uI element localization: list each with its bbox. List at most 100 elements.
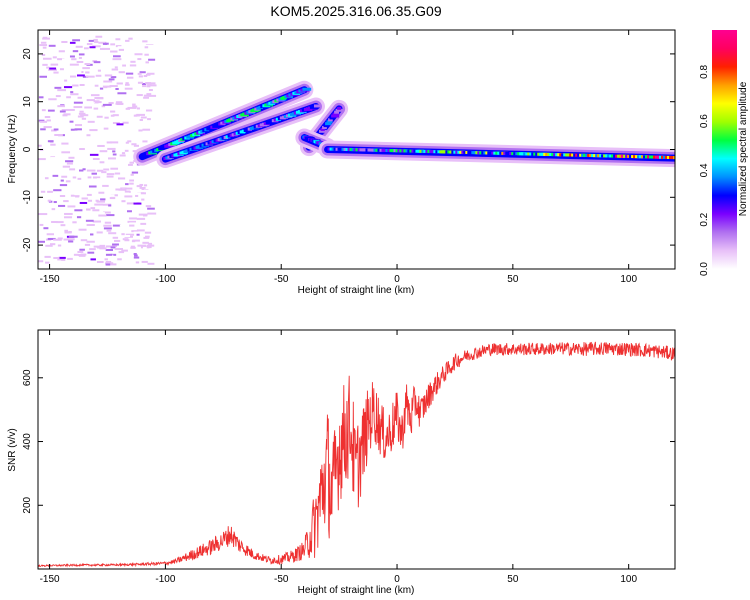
noise-cell [51,129,57,132]
track-cell [325,122,332,126]
noise-cell [90,94,100,97]
colorbar-tick-label: 0.2 [699,212,710,226]
noise-cell [137,244,147,247]
noise-cell [48,98,57,101]
noise-cell [126,210,132,213]
noise-cell [107,194,115,197]
noise-cell [77,115,84,118]
noise-cell [125,183,129,186]
colorbar-ticks: 0.0 0.2 0.4 0.6 0.8 [699,64,710,275]
noise-cell [99,161,105,164]
noise-cell [66,108,75,111]
noise-cell [121,152,126,155]
noise-cell [94,101,102,104]
x-tick-label: -150 [40,274,60,285]
noise-cell [53,73,62,76]
noise-cell [133,202,142,205]
noise-cell [73,101,83,104]
snr-panel: -150 -100 -50 0 50 100 200 400 600 Height of st… [7,329,676,596]
x-tick-label: 100 [620,274,637,285]
noise-cell [45,244,53,247]
noise-cell [47,55,55,58]
noise-cell [103,211,111,214]
noise-cell [78,112,86,115]
noise-cell [129,224,135,227]
noise-cell [63,69,72,72]
noise-cell [93,245,103,248]
x-tick-label: -50 [274,574,289,585]
noise-cell [106,173,115,176]
noise-cell [131,230,139,233]
noise-cell [142,246,147,249]
colorbar-tick-label: 0.0 [699,262,710,276]
noise-cell [71,58,77,61]
y-tick-label: 0 [22,146,33,152]
noise-cell [141,260,148,263]
noise-cell [64,231,72,234]
colorbar-scale [712,30,737,269]
noise-cell [66,238,75,241]
noise-cell [147,118,151,121]
noise-cell [148,84,157,87]
noise-cell [107,56,113,59]
noise-cell [123,234,131,237]
noise-cell [51,221,58,224]
noise-cell [52,174,59,177]
noise-cell [89,153,99,156]
x-tick-label: -100 [155,274,175,285]
noise-cell [64,229,69,232]
noise-cell [70,93,79,96]
noise-cell [108,232,117,235]
noise-cell [145,109,153,112]
noise-cell [50,193,57,196]
noise-cell [127,163,133,166]
noise-cell [82,132,89,135]
noise-cell [44,255,51,258]
noise-cell [51,208,56,211]
noise-cell [139,79,145,82]
noise-cell [57,89,67,92]
noise-cell [92,220,101,223]
spectrogram-y-ticks: -20 -10 0 10 20 [22,48,675,252]
noise-cell [101,171,107,174]
noise-cell [67,243,72,246]
noise-cell [132,150,137,153]
noise-cell [98,41,107,44]
noise-cell [103,227,112,230]
noise-cell [139,183,144,186]
noise-cell [59,184,68,187]
noise-cell [57,244,62,247]
noise-cell [106,141,112,144]
noise-cell [79,110,84,113]
noise-cell [130,60,136,63]
noise-cell [92,60,98,63]
noise-cell [72,39,81,42]
y-tick-label: 600 [22,369,33,386]
snr-series-line [38,341,675,568]
noise-cell [125,82,129,85]
y-tick-label: 200 [22,496,33,513]
noise-cell [128,217,138,220]
noise-cell [106,175,114,178]
track-cell [334,110,340,114]
track-cell [313,104,322,108]
colorbar: 0.0 0.2 0.4 0.6 0.8 Normalized spectral ampl… [699,30,749,276]
noise-cell [55,95,61,98]
noise-cell [117,92,127,95]
noise-cell [40,190,46,193]
noise-cell [126,202,135,205]
noise-cell [91,211,97,214]
noise-cell [50,157,57,160]
noise-cell [76,154,82,157]
noise-cell [114,172,121,175]
noise-cell [78,53,85,56]
noise-cell [110,76,117,79]
noise-cell [133,254,138,257]
noise-cell [143,75,148,78]
noise-cell [98,214,107,217]
noise-cell [138,129,143,132]
noise-cell [134,53,143,56]
noise-cell [108,102,114,105]
noise-cell [143,96,150,99]
noise-cell [146,82,156,85]
